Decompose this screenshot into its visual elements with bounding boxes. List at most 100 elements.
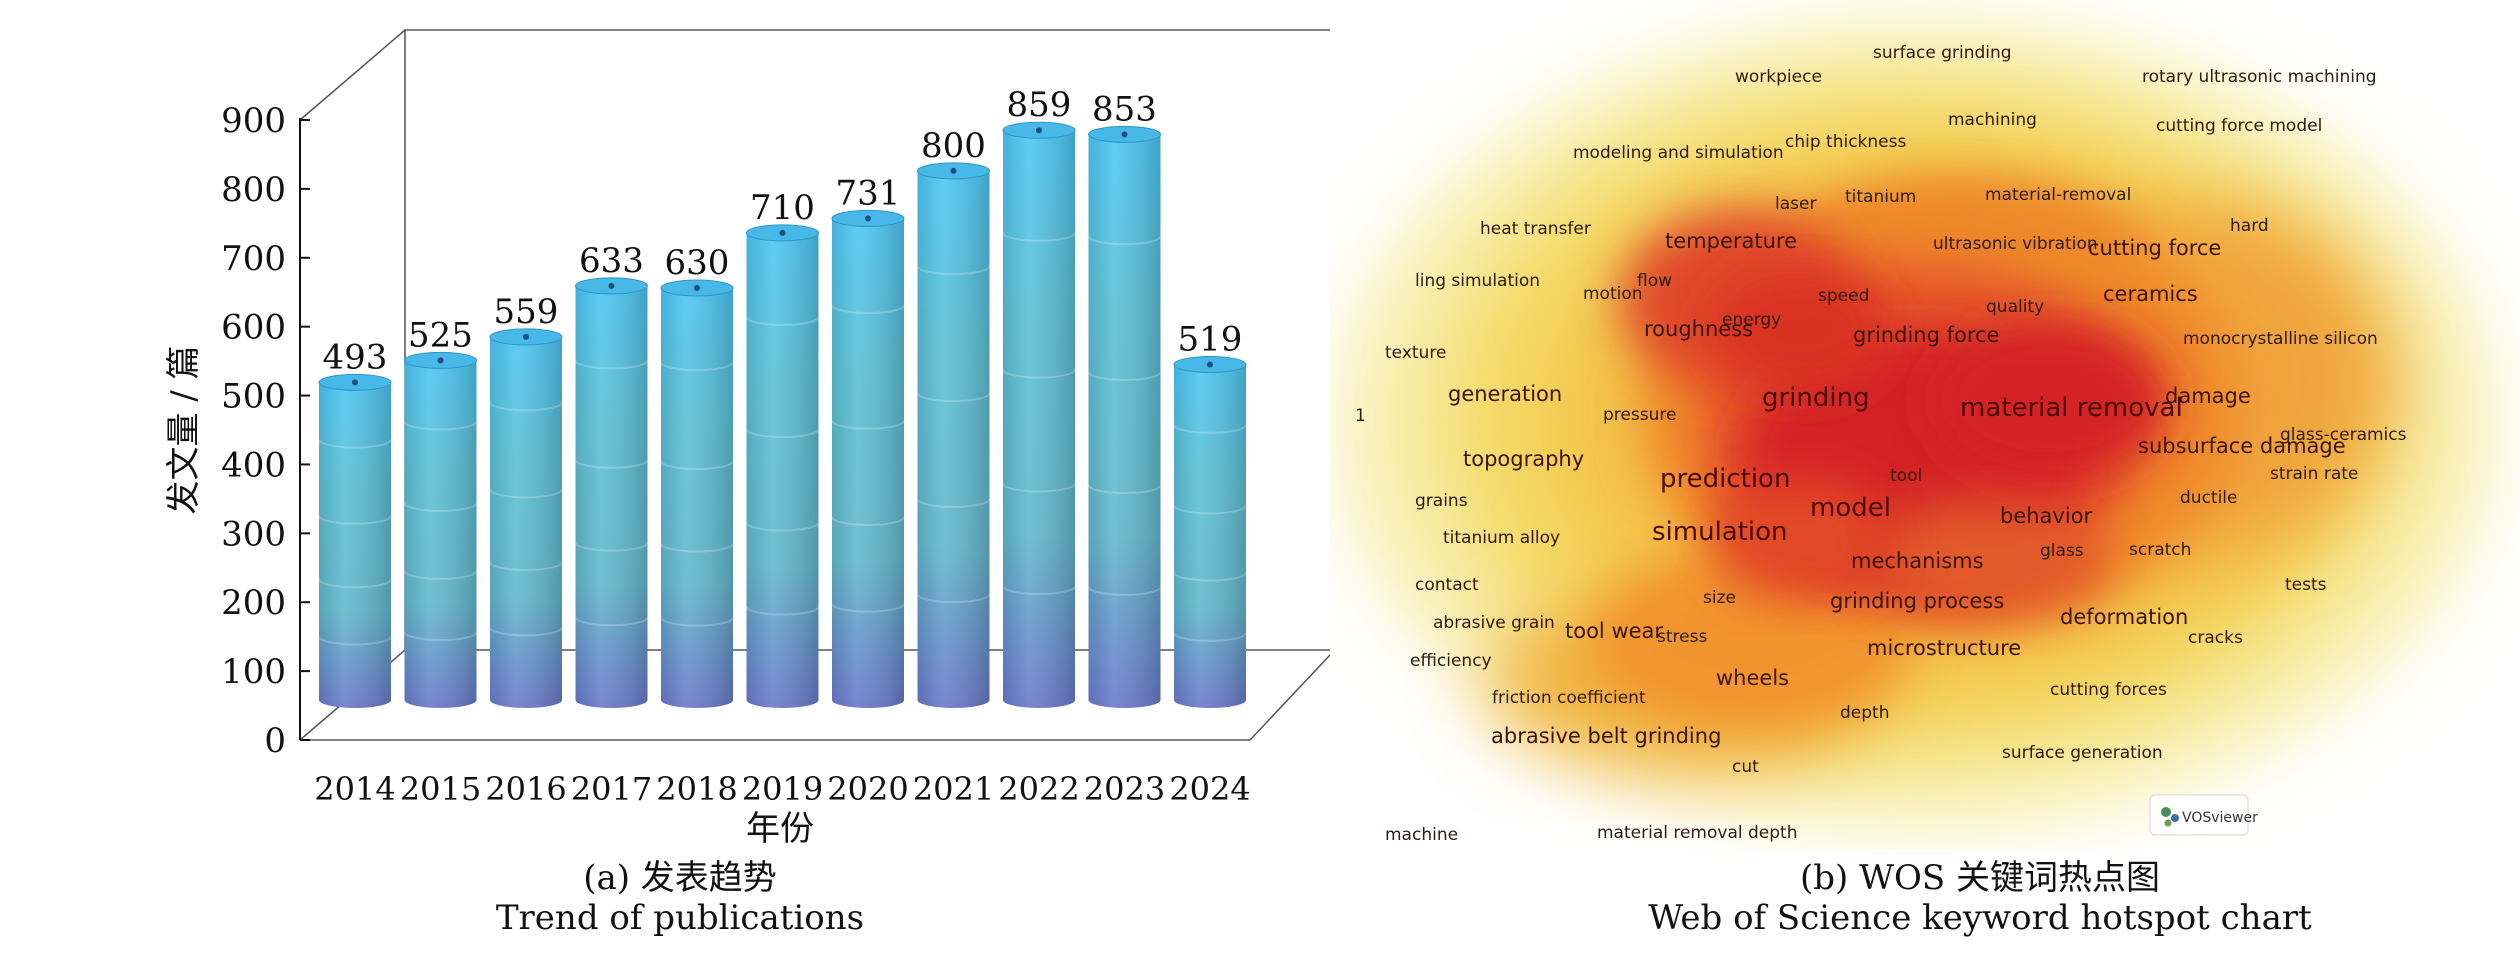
data-label: 859 [1007,85,1072,125]
bar-band [1002,232,1076,242]
bar-shade [832,218,904,708]
y-tick-label: 900 [221,101,286,141]
bar-band [916,593,991,604]
keyword-microstructure: microstructure [1867,636,2021,660]
bar-2017: 633 [574,241,649,708]
keyword-contact: contact [1415,575,1479,595]
keyword-cutting-force-model: cutting force model [2156,116,2322,136]
data-label: 731 [836,173,901,213]
bar-band [318,515,392,525]
data-label: 800 [921,126,986,166]
bar-band [318,579,392,589]
x-axis: 2014 2015 2016 2017 2018 2019 2020 2021 2022 2023… [314,770,1250,808]
bar-point [779,229,786,236]
keyword-ultrasonic-vibration: ultrasonic vibration [1933,234,2098,254]
x-tick-label: 2023 [1084,770,1165,808]
keyword-topography: topography [1463,447,1584,471]
keyword-grinding: grinding [1762,383,1870,413]
bar-band [318,636,392,646]
bar-band [1087,235,1162,246]
bar-shade [746,232,819,708]
keyword-wheels: wheels [1716,666,1789,690]
keyword-mechanisms: mechanisms [1851,549,1984,573]
keyword-cracks: cracks [2188,628,2243,648]
x-tick-label: 2021 [913,770,994,808]
keyword-cutting-forces: cutting forces [2050,680,2167,700]
bar-band [403,421,478,431]
keyword-generation: generation [1448,382,1562,406]
keyword-efficiency: efficiency [1410,651,1492,671]
caption-a-en: Trend of publications [495,898,865,938]
bar-band [574,616,649,627]
bar-band [403,502,478,512]
keyword-tool-wear: tool wear [1565,619,1663,643]
keyword-chip-thickness: chip thickness [1785,132,1906,152]
keyword-labels: surface grinding workpiece rotary ultrason… [1355,43,2407,845]
bar-band [745,428,820,439]
keyword-1: 1 [1355,406,1366,426]
bar-shade [1003,130,1075,708]
bar-band [745,522,820,532]
y-axis: 0 100 200 300 400 500 600 700 800 900 [221,101,310,761]
bar-band [745,316,820,326]
bar-point [1036,127,1042,134]
x-tick-label: 2020 [827,770,908,808]
bar-band [403,570,478,580]
y-tick-label: 100 [221,652,286,692]
y-tick-label: 300 [221,514,286,554]
keyword-surface-generation: surface generation [2002,743,2163,763]
keyword-abrasive-belt-grinding: abrasive belt grinding [1491,724,1721,748]
keyword-behavior: behavior [2000,504,2093,528]
caption-a: (a) 发表趋势 Trend of publications [300,858,1060,938]
y-tick-label: 0 [264,721,286,761]
caption-a-cn: (a) 发表趋势 [583,858,777,898]
bar-point [608,282,615,289]
keyword-monocrystalline-silicon: monocrystalline silicon [2183,329,2378,349]
data-label: 630 [665,243,730,283]
keyword-material-removal: material removal [1960,393,2183,423]
bar-2020: 731 [831,173,905,708]
bar-band [1173,632,1247,642]
keyword-friction-coefficient: friction coefficient [1492,688,1646,708]
keyword-strain-rate: strain rate [2270,464,2358,484]
bar-band [1087,371,1162,381]
x-tick-label: 2019 [742,770,823,808]
keyword-glass-ceramics: glass-ceramics [2280,425,2407,445]
bar-point [1207,361,1213,368]
keyword-hotspot-map: surface grinding workpiece rotary ultrason… [1340,25,2490,845]
x-axis-label: 年份 [746,809,814,849]
keyword-titanium-alloy: titanium alloy [1443,528,1560,548]
bar-band [831,516,905,526]
keyword-grinding-force: grinding force [1853,323,1999,347]
bar-band [916,498,991,508]
x-tick-label: 2018 [656,770,737,808]
bar-2021: 800 [916,126,991,708]
keyword-stress: stress [1657,627,1707,647]
bar-2014: 493 [318,337,392,708]
bar-2015: 525 [403,315,478,708]
x-tick-label: 2014 [314,770,395,808]
x-tick-label: 2017 [571,770,652,808]
data-label: 519 [1178,319,1243,359]
keyword-abrasive-grain: abrasive grain [1433,613,1555,633]
keyword-damage: damage [2165,384,2251,408]
bar-band [916,392,991,403]
x-tick-label: 2024 [1169,770,1250,808]
keyword-material-removal-depth: material removal depth [1597,823,1797,843]
bar-band [1173,424,1247,434]
keyword-titanium: titanium [1845,187,1916,207]
data-label: 493 [323,337,388,377]
data-label: 853 [1092,89,1157,129]
keyword-tool: tool [1890,466,1922,486]
keyword-hotspot-panel: surface grinding workpiece rotary ultrason… [1330,0,2519,954]
bar-band [489,627,563,637]
bar-band [660,617,734,627]
bar-point [437,357,444,364]
keyword-grinding-process: grinding process [1830,589,2004,613]
keyword-tests: tests [2285,575,2327,595]
keyword-flow: flow [1637,271,1672,291]
keyword-cutting-force: cutting force [2088,236,2221,260]
bar-band [489,401,563,412]
bar-band [1002,369,1076,379]
bar-2024: 519 [1173,319,1247,708]
